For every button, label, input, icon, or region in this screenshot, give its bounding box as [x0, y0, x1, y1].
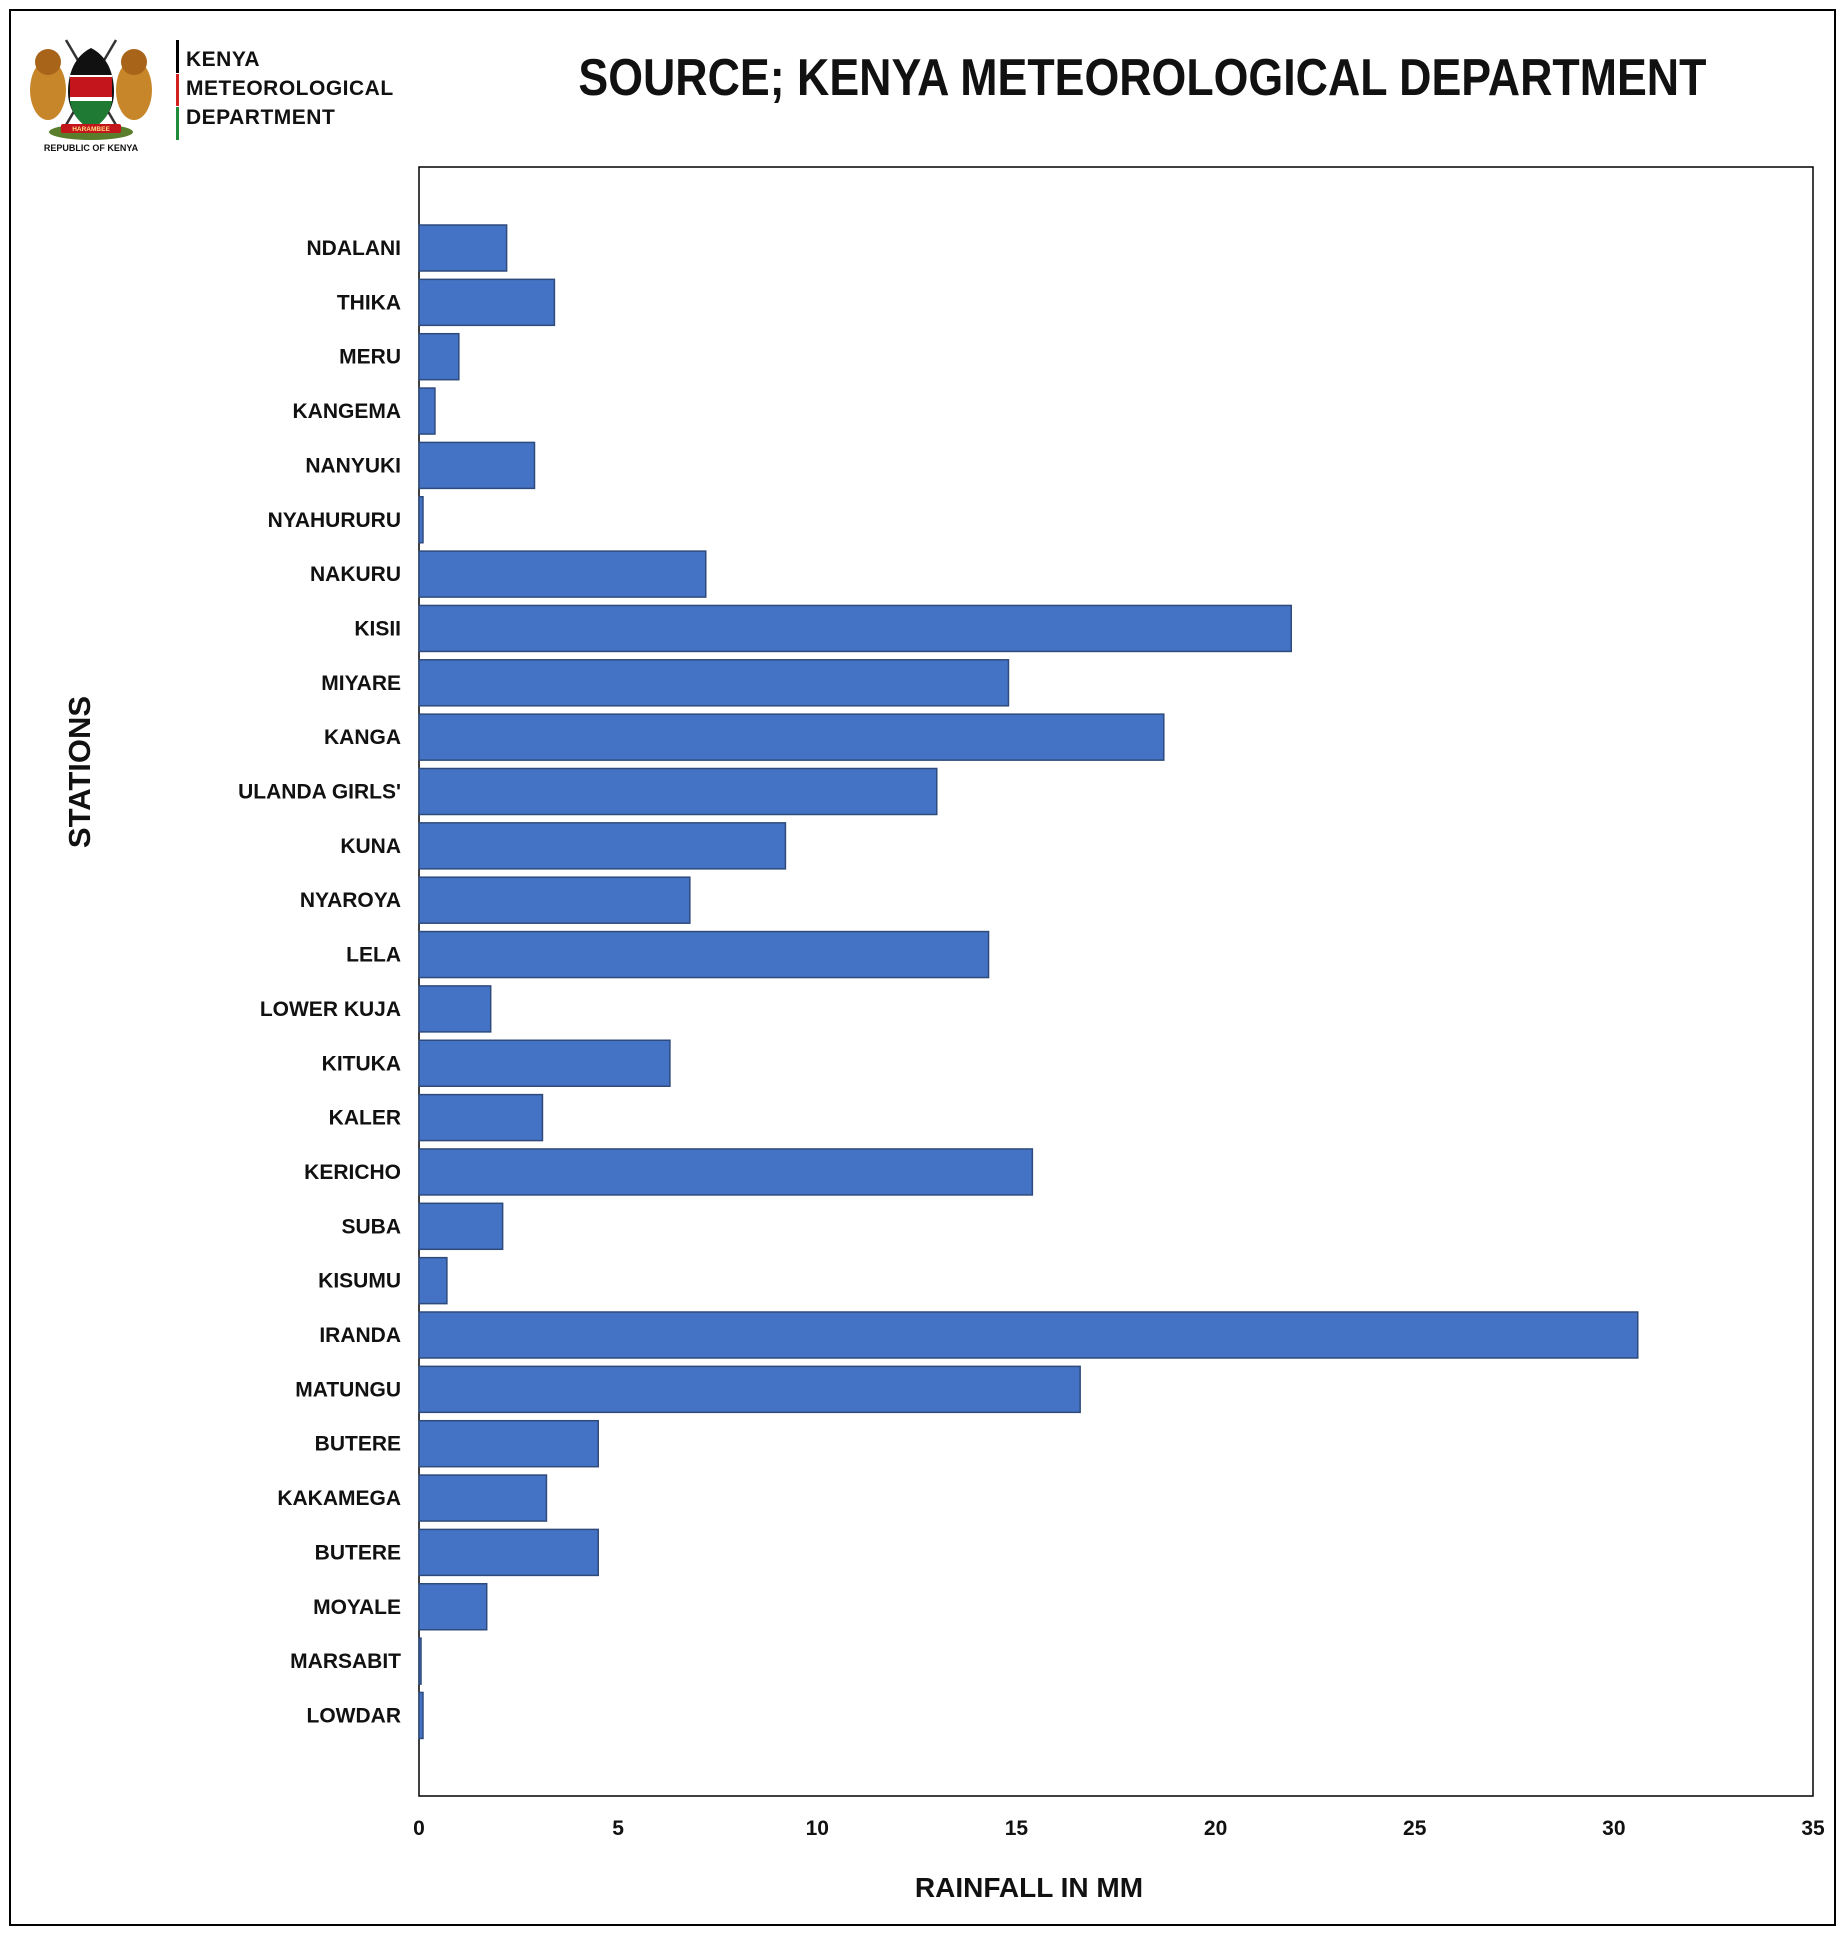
- category-label: MIYARE: [321, 672, 401, 695]
- category-label: BUTERE: [315, 1433, 401, 1456]
- agency-line-3: DEPARTMENT: [186, 106, 336, 129]
- bar-nakuru-6: [418, 550, 707, 598]
- bar-nyaroya-12: [418, 876, 691, 924]
- category-label: LOWDAR: [307, 1704, 401, 1727]
- right-lion-head: [121, 49, 147, 75]
- left-lion-head: [35, 49, 61, 75]
- bar-kangema-3: [418, 387, 436, 435]
- bar-butere-22: [418, 1419, 599, 1468]
- shield-band-red: [70, 77, 112, 97]
- bar-kericho-17: [418, 1148, 1034, 1196]
- x-axis-label: RAINFALL IN MM: [915, 1872, 1143, 1903]
- x-tick-labels-group: 0 5 10 15 20 25 30 35: [413, 1817, 1825, 1840]
- bar-kisumu-19: [418, 1256, 448, 1305]
- agency-bar-black: [176, 40, 179, 73]
- category-label: SUBA: [341, 1215, 401, 1238]
- category-label: NYAHURURU: [268, 509, 401, 532]
- x-tick-label: 20: [1204, 1817, 1227, 1840]
- bar-suba-18: [418, 1202, 504, 1251]
- category-label: KANGEMA: [293, 400, 402, 423]
- kenya-coat-of-arms-icon: HARAMBEE REPUBLIC OF KENYA: [30, 39, 152, 153]
- shield-band-white-2: [70, 97, 112, 101]
- category-label: LELA: [346, 944, 401, 967]
- category-label: KISUMU: [318, 1270, 401, 1293]
- bar-miyare-8: [418, 659, 1010, 707]
- category-labels-group: NDALANI THIKA MERU KANGEMA NANYUKI NYAHURURU N…: [238, 237, 401, 1727]
- category-label: KALER: [329, 1107, 401, 1130]
- chart-title: SOURCE; KENYA METEOROLOGICAL DEPARTMENT: [578, 49, 1707, 107]
- seal-motto: HARAMBEE: [72, 126, 110, 133]
- bar-kakamega-23: [418, 1474, 548, 1522]
- x-tick-label: 35: [1801, 1817, 1825, 1840]
- bar-lowdar-27: [418, 1691, 424, 1740]
- bar-ndalani-0: [418, 224, 508, 272]
- bar-nyahururu-5: [418, 496, 424, 544]
- bar-butere-24: [418, 1528, 599, 1577]
- bars-group: [418, 224, 1639, 1740]
- bar-marsabit-26: [418, 1637, 422, 1685]
- category-label: THIKA: [337, 291, 401, 314]
- bar-meru-2: [418, 332, 460, 381]
- motto-ribbon: [61, 124, 121, 133]
- bar-matungu-21: [418, 1365, 1081, 1414]
- plot-area: [418, 166, 1814, 1797]
- bar-ulanda-girls-10: [418, 767, 938, 816]
- bar-kisii-7: [418, 604, 1292, 653]
- category-label: BUTERE: [315, 1541, 401, 1564]
- category-label: KANGA: [324, 726, 401, 749]
- category-label: MATUNGU: [295, 1378, 401, 1401]
- x-tick-label: 30: [1602, 1817, 1625, 1840]
- category-label: NYAROYA: [300, 889, 401, 912]
- agency-bar-green: [176, 107, 179, 140]
- category-label: NAKURU: [310, 563, 401, 586]
- category-label: IRANDA: [319, 1324, 401, 1347]
- category-label: LOWER KUJA: [260, 998, 401, 1021]
- bar-nanyuki-4: [418, 441, 536, 490]
- agency-bar-red: [176, 74, 179, 106]
- category-label: KERICHO: [304, 1161, 401, 1184]
- agency-line-2: METEOROLOGICAL: [186, 77, 394, 100]
- y-axis-label: STATIONS: [62, 696, 97, 848]
- bar-lela-13: [418, 930, 990, 979]
- right-lion-shape: [116, 60, 152, 120]
- category-label: MERU: [339, 346, 401, 369]
- category-label: ULANDA GIRLS': [238, 781, 401, 804]
- bar-kuna-11: [418, 822, 787, 870]
- x-tick-label: 15: [1005, 1817, 1029, 1840]
- page-frame: [9, 9, 1836, 1926]
- bar-moyale-25: [418, 1583, 488, 1631]
- shield-band-green: [70, 101, 112, 130]
- seal-caption: REPUBLIC OF KENYA: [44, 143, 139, 153]
- bar-iranda-20: [418, 1311, 1639, 1359]
- category-label: KITUKA: [322, 1052, 401, 1075]
- x-tick-label: 10: [806, 1817, 829, 1840]
- agency-line-1: KENYA: [186, 48, 261, 71]
- bar-lower-kuja-14: [418, 985, 492, 1033]
- category-label: KISII: [354, 617, 401, 640]
- category-label: NANYUKI: [305, 454, 401, 477]
- category-label: KUNA: [340, 835, 401, 858]
- category-label: MARSABIT: [290, 1650, 401, 1673]
- x-tick-label: 0: [413, 1817, 425, 1840]
- x-tick-label: 5: [612, 1817, 624, 1840]
- category-label: NDALANI: [307, 237, 402, 260]
- category-label: MOYALE: [313, 1596, 401, 1619]
- bar-kanga-9: [418, 713, 1165, 761]
- bar-kituka-15: [418, 1039, 671, 1087]
- bar-kaler-16: [418, 1093, 544, 1142]
- x-tick-label: 25: [1403, 1817, 1427, 1840]
- left-lion-shape: [30, 60, 66, 120]
- bar-thika-1: [418, 278, 556, 327]
- category-label: KAKAMEGA: [277, 1487, 401, 1510]
